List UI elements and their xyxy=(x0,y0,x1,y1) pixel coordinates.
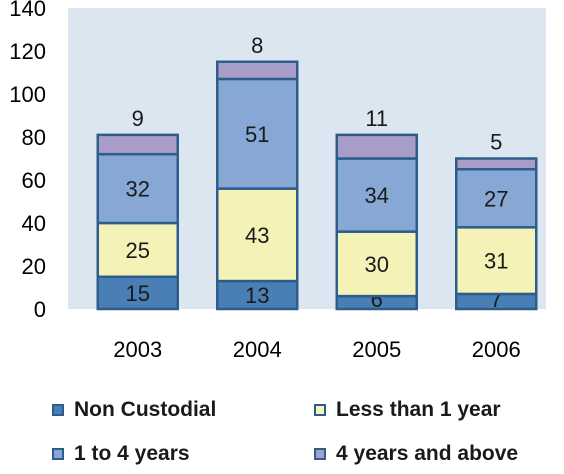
data-label: 43 xyxy=(245,223,269,248)
y-tick-label: 100 xyxy=(9,82,46,107)
y-tick-label: 40 xyxy=(22,211,46,236)
legend-item-non-custodial: Non Custodial xyxy=(52,398,216,422)
legend-label: Non Custodial xyxy=(74,398,217,421)
y-tick-label: 120 xyxy=(9,39,46,64)
bar-segment xyxy=(455,157,538,171)
x-axis: 2003 2004 2005 2006 xyxy=(113,337,520,362)
bar-segment xyxy=(96,133,179,156)
data-label: 31 xyxy=(484,249,508,274)
data-label: 9 xyxy=(132,106,144,131)
legend-label: Less than 1 year xyxy=(336,398,501,421)
legend-swatch-icon xyxy=(52,448,64,460)
legend-item-1-to-4-years: 1 to 4 years xyxy=(52,442,190,466)
x-tick-label: 2005 xyxy=(352,337,401,362)
y-tick-label: 80 xyxy=(22,125,46,150)
legend-label: 4 years and above xyxy=(336,442,519,465)
legend-label: 1 to 4 years xyxy=(74,442,190,465)
data-label: 34 xyxy=(365,183,389,208)
y-tick-label: 60 xyxy=(22,168,46,193)
bar-segment xyxy=(96,221,179,278)
legend-swatch-icon xyxy=(314,448,326,460)
y-tick-label: 0 xyxy=(34,297,46,322)
x-tick-label: 2006 xyxy=(472,337,521,362)
legend-swatch-icon xyxy=(314,404,326,416)
bar-segment xyxy=(216,60,299,81)
bar-segment xyxy=(335,133,418,160)
data-label: 32 xyxy=(126,177,150,202)
legend-item-4-years-and-above: 4 years and above xyxy=(314,442,518,466)
data-label: 51 xyxy=(245,122,269,147)
bar-segment xyxy=(96,275,179,311)
bar-segment xyxy=(216,77,299,190)
bar-segment xyxy=(335,157,418,233)
data-label: 5 xyxy=(490,130,502,155)
y-axis: 0 20 40 60 80 100 120 140 xyxy=(9,0,46,322)
data-label: 11 xyxy=(365,106,388,131)
data-label: 15 xyxy=(126,281,150,306)
data-label: 30 xyxy=(365,252,389,277)
y-tick-label: 20 xyxy=(22,254,46,279)
data-label: 8 xyxy=(251,33,263,58)
legend-item-less-than-1-year: Less than 1 year xyxy=(314,398,501,422)
y-tick-label: 140 xyxy=(9,0,46,21)
legend-swatch-icon xyxy=(52,404,64,416)
data-label: 13 xyxy=(245,283,269,308)
data-label: 25 xyxy=(126,238,150,263)
data-label: 27 xyxy=(484,186,508,211)
x-tick-label: 2004 xyxy=(233,337,282,362)
x-tick-label: 2003 xyxy=(113,337,162,362)
